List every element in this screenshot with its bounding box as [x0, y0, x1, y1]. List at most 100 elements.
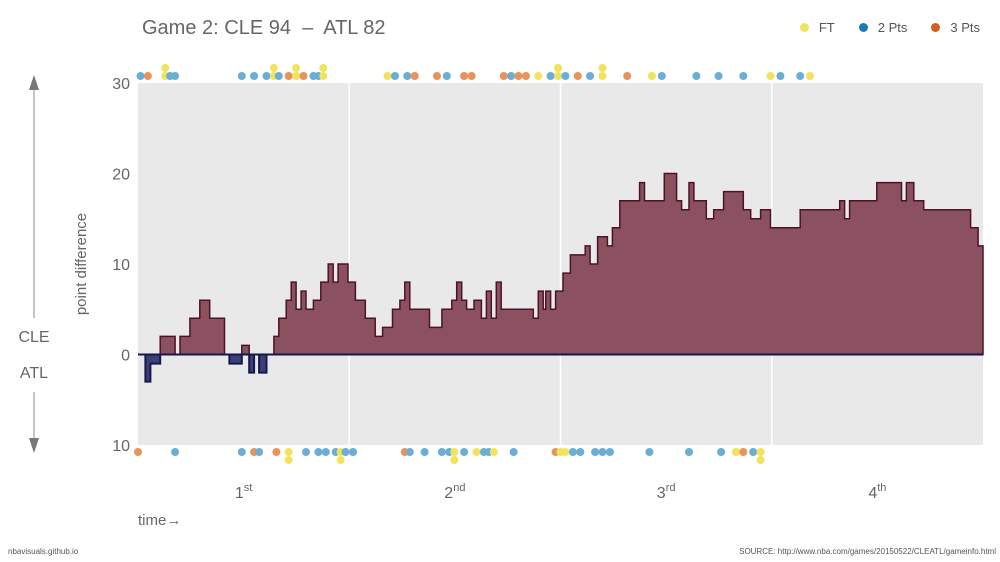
legend-label-ft: FT — [818, 20, 835, 35]
atl-score-2pt-dot — [509, 448, 518, 456]
cle-score-2pt-dot — [692, 72, 701, 80]
cle-score-2pt-dot — [250, 72, 259, 80]
side-label-cle: CLE — [18, 329, 49, 346]
cle-score-3pt-dot — [143, 72, 152, 80]
cle-score-2pt-dot — [274, 72, 283, 80]
cle-score-ft-dot — [554, 72, 562, 80]
atl-score-2pt-dot — [568, 448, 577, 456]
quarter-label: 4th — [868, 482, 886, 502]
quarter-number: 4 — [868, 485, 877, 502]
side-label-atl: ATL — [20, 365, 48, 382]
cle-score-ft-dot — [534, 72, 543, 80]
cle-score-3pt-dot — [514, 72, 523, 80]
cle-score-ft-dot — [766, 72, 775, 80]
cle-score-ft-dot — [598, 72, 607, 80]
footer-source: SOURCE: http://www.nba.com/games/2015052… — [739, 547, 996, 556]
down-arrow-icon — [29, 438, 39, 453]
quarter-suffix: th — [877, 482, 886, 494]
cle-score-2pt-dot — [739, 72, 748, 80]
cle-score-ft-dot — [292, 72, 301, 80]
up-arrow-icon — [29, 75, 39, 90]
legend-item-ft: FT — [799, 20, 835, 35]
atl-score-ft-dot — [756, 456, 765, 464]
cle-score-3pt-dot — [410, 72, 419, 80]
legend-item-3pts: 3 Pts — [931, 20, 980, 35]
cle-score-2pt-dot — [391, 72, 399, 80]
cle-score-3pt-dot — [299, 72, 308, 80]
atl-score-3pt-dot — [134, 448, 142, 456]
y-tick-label: 10 — [112, 257, 130, 274]
cle-score-2pt-dot — [546, 72, 555, 80]
cle-score-3pt-dot — [460, 72, 469, 80]
quarter-label: 3rd — [657, 482, 676, 502]
cle-score-ft-dot — [269, 64, 278, 72]
cle-score-2pt-dot — [796, 72, 805, 80]
atl-score-2pt-dot — [605, 448, 614, 456]
cle-score-3pt-dot — [623, 72, 632, 80]
atl-score-2pt-dot — [321, 448, 330, 456]
cle-score-2pt-dot — [586, 72, 595, 80]
y-tick-label: 20 — [112, 167, 130, 184]
chart-title: Game 2: CLE 94 – ATL 82 — [142, 17, 386, 39]
cle-score-3pt-dot — [499, 72, 508, 80]
quarter-suffix: nd — [453, 482, 465, 494]
quarter-suffix: st — [244, 482, 253, 494]
atl-score-2pt-dot — [749, 448, 758, 456]
cle-score-3pt-dot — [284, 72, 293, 80]
area-layer — [138, 172, 984, 383]
cle-score-2pt-dot — [171, 72, 180, 80]
atl-score-ft-dot — [561, 448, 570, 456]
atl-score-2pt-dot — [349, 448, 357, 456]
quarter-suffix: rd — [666, 482, 676, 494]
quarter-label: 2nd — [444, 482, 465, 502]
cle-score-2pt-dot — [507, 72, 516, 80]
cle-score-3pt-dot — [433, 72, 441, 80]
atl-score-ft-dot — [756, 448, 765, 456]
quarter-number: 3 — [657, 485, 666, 502]
y-tick-label: 0 — [121, 348, 130, 365]
axes: 30 20 10 0 10 1st 2nd 3rd 4th — [112, 76, 886, 502]
cle-score-ft-dot — [319, 72, 328, 80]
cle-score-2pt-dot — [561, 72, 570, 80]
atl-score-3pt-dot — [739, 448, 748, 456]
y-tick-label: 30 — [112, 76, 130, 93]
cle-score-3pt-dot — [573, 72, 582, 80]
cle-score-2pt-dot — [237, 72, 246, 80]
cle-score-2pt-dot — [657, 72, 666, 80]
cle-score-ft-dot — [292, 64, 301, 72]
atl-score-ft-dot — [450, 456, 459, 464]
y-axis-label: point difference — [73, 213, 90, 315]
quarter-number: 2 — [444, 485, 453, 502]
atl-score-2pt-dot — [717, 448, 726, 456]
legend-label-3pts: 3 Pts — [950, 20, 980, 35]
cle-lead-area — [138, 172, 984, 356]
quarter-number: 1 — [235, 485, 244, 502]
cle-score-3pt-dot — [521, 72, 530, 80]
atl-score-2pt-dot — [591, 448, 600, 456]
atl-score-2pt-dot — [237, 448, 246, 456]
x-axis-label: time→ — [138, 512, 181, 529]
atl-score-2pt-dot — [405, 448, 414, 456]
quarter-label: 1st — [235, 482, 252, 502]
atl-score-2pt-dot — [598, 448, 607, 456]
cle-score-2pt-dot — [776, 72, 785, 80]
y-tick-label: 10 — [112, 438, 130, 455]
scoring-events — [134, 64, 814, 464]
atl-score-2pt-dot — [314, 448, 323, 456]
legend-label-2pts: 2 Pts — [877, 20, 908, 35]
atl-score-ft-dot — [489, 448, 498, 456]
atl-score-2pt-dot — [341, 448, 350, 456]
atl-score-ft-dot — [284, 456, 293, 464]
footer-site: nbavisuals.github.io — [8, 547, 79, 556]
atl-score-3pt-dot — [272, 448, 281, 456]
atl-score-2pt-dot — [460, 448, 469, 456]
atl-score-2pt-dot — [171, 448, 180, 456]
legend-swatch-2pts — [858, 23, 868, 32]
legend: FT 2 Pts 3 Pts — [799, 20, 980, 35]
cle-score-ft-dot — [383, 72, 392, 80]
atl-lead-area — [138, 353, 983, 383]
cle-score-2pt-dot — [262, 72, 271, 80]
cle-score-ft-dot — [319, 64, 328, 72]
atl-score-2pt-dot — [302, 448, 310, 456]
